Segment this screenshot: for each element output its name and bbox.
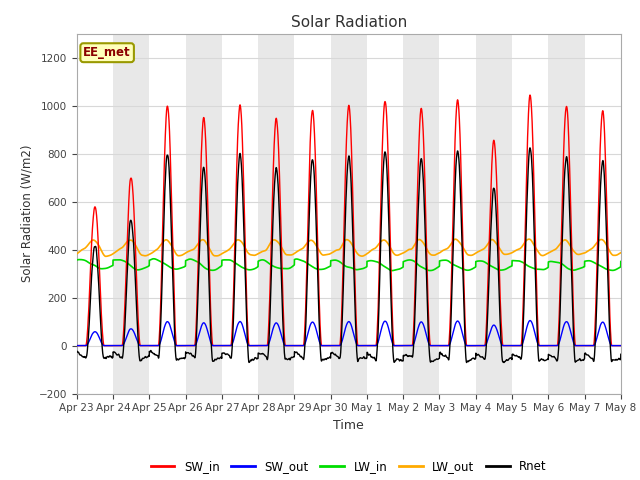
Bar <box>476 34 512 394</box>
Y-axis label: Solar Radiation (W/m2): Solar Radiation (W/m2) <box>20 145 33 282</box>
Bar <box>113 34 149 394</box>
Bar <box>548 34 584 394</box>
Title: Solar Radiation: Solar Radiation <box>291 15 407 30</box>
Bar <box>186 34 222 394</box>
Bar <box>258 34 294 394</box>
Bar <box>331 34 367 394</box>
Legend: SW_in, SW_out, LW_in, LW_out, Rnet: SW_in, SW_out, LW_in, LW_out, Rnet <box>146 455 552 478</box>
Text: EE_met: EE_met <box>83 46 131 59</box>
Bar <box>403 34 440 394</box>
X-axis label: Time: Time <box>333 419 364 432</box>
